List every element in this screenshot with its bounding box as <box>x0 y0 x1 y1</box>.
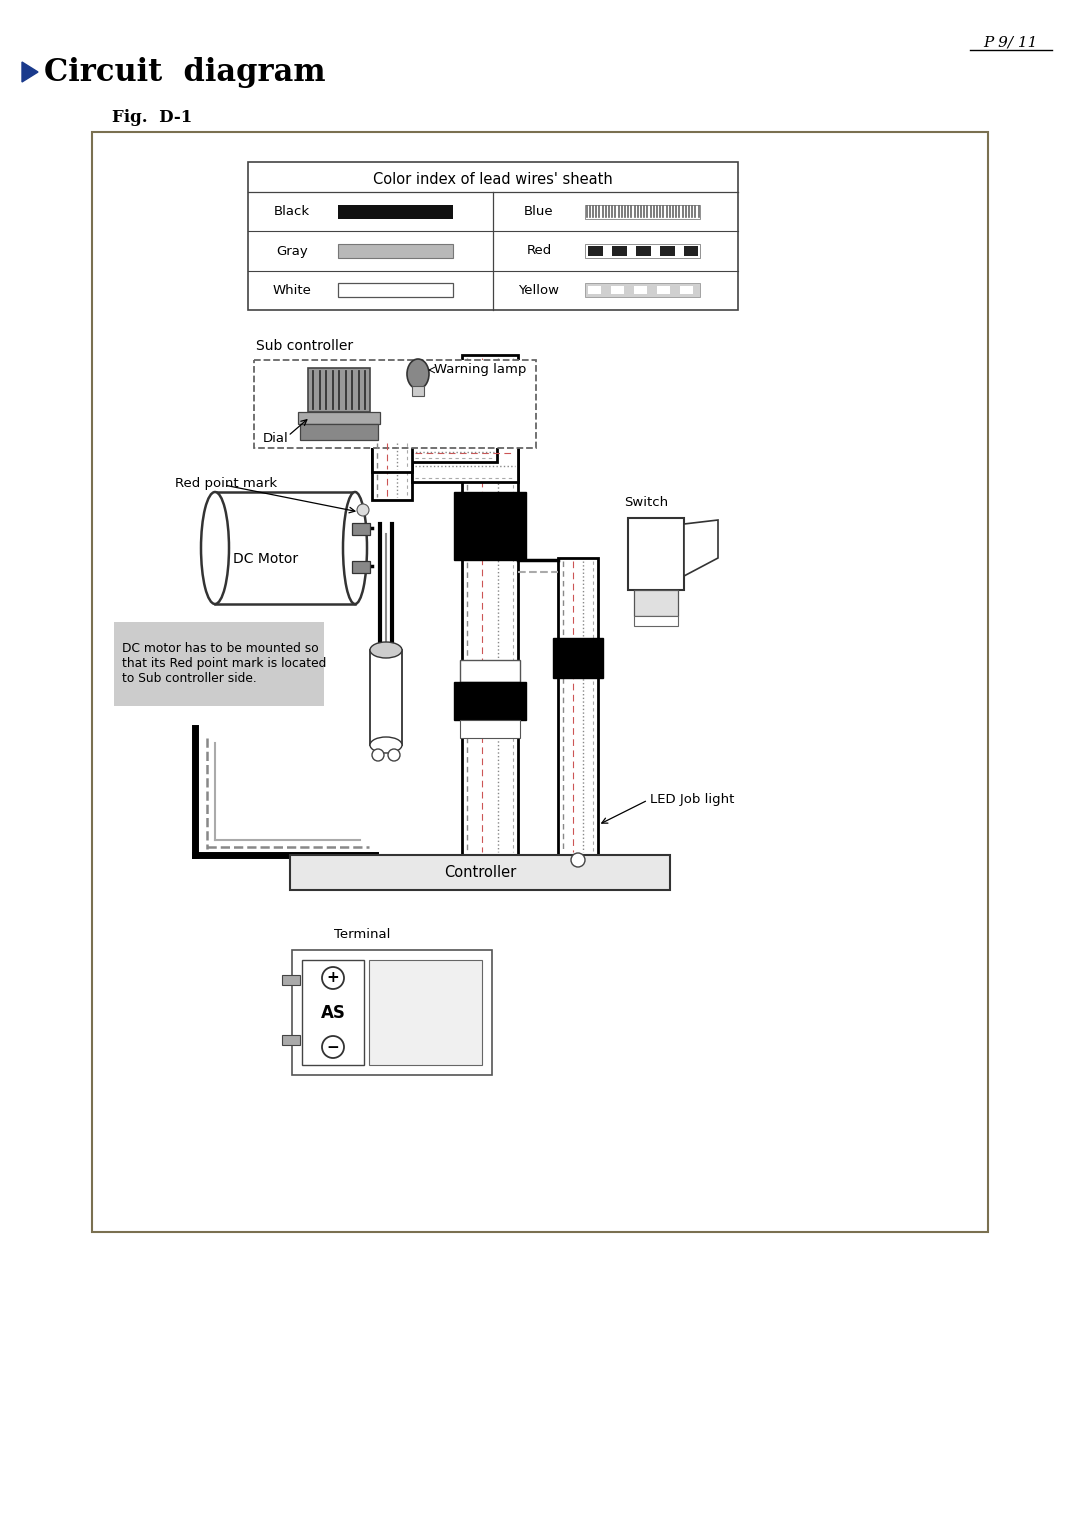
Bar <box>454 492 526 560</box>
Bar <box>588 287 600 295</box>
Bar <box>292 950 492 1075</box>
Ellipse shape <box>370 738 402 753</box>
Bar <box>338 284 453 298</box>
Text: Fig.  D-1: Fig. D-1 <box>112 110 192 127</box>
Bar <box>460 660 519 683</box>
Bar <box>338 244 453 258</box>
Bar <box>254 360 536 447</box>
Text: P 9/ 11: P 9/ 11 <box>983 35 1037 49</box>
Circle shape <box>388 750 400 760</box>
Ellipse shape <box>370 641 402 658</box>
Circle shape <box>322 967 345 989</box>
Bar <box>612 246 627 257</box>
Bar <box>657 287 670 295</box>
Circle shape <box>322 1035 345 1058</box>
Bar <box>372 437 497 463</box>
Circle shape <box>571 854 585 867</box>
Bar <box>460 721 519 738</box>
Bar <box>634 589 678 615</box>
Text: AS: AS <box>321 1003 346 1022</box>
Ellipse shape <box>201 492 229 605</box>
Text: Switch: Switch <box>624 495 669 508</box>
Bar <box>553 638 603 678</box>
Bar <box>585 244 700 258</box>
Bar <box>660 246 675 257</box>
Bar <box>684 246 698 257</box>
Text: DC Motor: DC Motor <box>233 553 298 567</box>
Bar <box>454 683 526 721</box>
Circle shape <box>357 504 369 516</box>
Bar <box>338 205 453 218</box>
Bar <box>369 960 482 1064</box>
Text: Color index of lead wires' sheath: Color index of lead wires' sheath <box>373 171 612 186</box>
Text: Red: Red <box>526 244 552 258</box>
Bar <box>298 412 380 425</box>
Text: Dial: Dial <box>264 432 288 444</box>
Bar <box>248 162 738 310</box>
Text: DC motor has to be mounted so
that its Red point mark is located
to Sub controll: DC motor has to be mounted so that its R… <box>122 643 326 686</box>
Bar <box>308 368 370 412</box>
Text: +: + <box>326 971 339 985</box>
Text: LED Job light: LED Job light <box>650 794 734 806</box>
Bar <box>611 287 624 295</box>
Ellipse shape <box>407 359 429 389</box>
Text: −: − <box>326 1040 339 1055</box>
Bar <box>411 386 424 395</box>
Bar <box>588 246 603 257</box>
Bar <box>634 287 647 295</box>
Text: Circuit  diagram: Circuit diagram <box>44 56 326 87</box>
Bar <box>92 131 988 1232</box>
Bar <box>634 615 678 626</box>
Text: Blue: Blue <box>524 205 554 218</box>
Bar <box>372 441 411 499</box>
Text: Warning lamp: Warning lamp <box>434 363 526 377</box>
Text: Sub controller: Sub controller <box>256 339 353 353</box>
Text: Yellow: Yellow <box>518 284 559 296</box>
Bar <box>352 524 370 536</box>
Bar <box>636 246 651 257</box>
Text: Terminal: Terminal <box>334 927 390 941</box>
Bar <box>585 284 700 298</box>
Polygon shape <box>684 521 718 576</box>
Bar <box>585 205 700 218</box>
Bar <box>114 621 324 705</box>
Text: Controller: Controller <box>444 864 516 880</box>
Text: Red point mark: Red point mark <box>175 478 278 490</box>
Text: Black: Black <box>274 205 310 218</box>
Bar <box>302 960 364 1064</box>
Bar <box>215 492 355 605</box>
Bar <box>462 354 518 855</box>
Bar <box>300 425 378 440</box>
Bar <box>372 440 411 472</box>
Bar <box>680 287 693 295</box>
Bar <box>627 518 684 589</box>
Bar <box>291 855 670 890</box>
Bar <box>352 562 370 574</box>
Polygon shape <box>22 63 38 82</box>
Text: White: White <box>272 284 311 296</box>
Bar <box>411 437 518 483</box>
Text: Gray: Gray <box>276 244 308 258</box>
Bar <box>282 1035 300 1044</box>
Bar <box>282 976 300 985</box>
Ellipse shape <box>343 492 367 605</box>
Bar <box>370 651 402 745</box>
Bar <box>558 557 598 855</box>
Circle shape <box>372 750 384 760</box>
